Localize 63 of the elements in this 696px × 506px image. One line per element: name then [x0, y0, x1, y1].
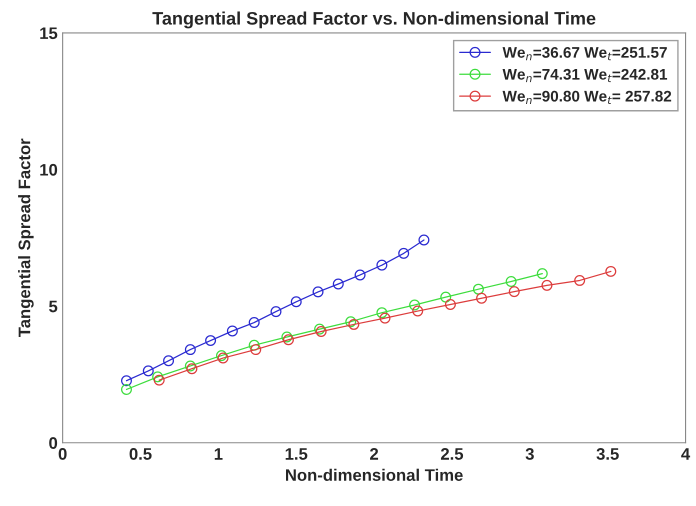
point [154, 374, 165, 386]
point [440, 292, 452, 303]
point [152, 371, 164, 382]
point [184, 344, 196, 356]
point [218, 352, 229, 364]
x-tick-label: 0.5 [130, 448, 152, 460]
point [332, 278, 344, 290]
point [444, 299, 456, 310]
point [316, 326, 327, 338]
point [605, 266, 616, 277]
point [380, 312, 390, 324]
point [376, 260, 388, 271]
point [345, 316, 356, 328]
point [290, 296, 302, 308]
point [163, 355, 174, 366]
y-tick-label: 15 [40, 27, 58, 40]
point [412, 306, 424, 317]
point [184, 360, 196, 372]
point [281, 332, 292, 342]
x-axis-title: Non-dimensional Time [286, 468, 463, 481]
x-tick-label: 0 [58, 448, 67, 460]
point [541, 280, 552, 291]
legend-label: We$_{n}$=90.80 We$_{t}$= 257.82 [502, 90, 672, 104]
x-tick-label: 1.5 [286, 448, 308, 460]
point [216, 350, 227, 362]
point [506, 276, 517, 288]
point [574, 274, 586, 286]
point [508, 286, 520, 298]
y-tick-label: 5 [49, 300, 58, 312]
point [186, 363, 198, 374]
point [418, 234, 430, 246]
point [121, 384, 132, 395]
legend-label: We$_{n}$=74.31 We$_{t}$=242.81 [502, 68, 668, 82]
x-tick-label: 2.5 [440, 448, 464, 460]
point [354, 269, 366, 280]
point [205, 335, 216, 346]
point [282, 334, 294, 346]
y-tick-label: 10 [40, 164, 58, 176]
y-axis-title: Tangential Spread Factor [18, 138, 34, 338]
point [314, 324, 326, 335]
point [142, 365, 154, 376]
legend-label: We$_{n}$=36.67 We$_{t}$=251.57 [502, 47, 667, 60]
point [376, 307, 388, 318]
point [121, 375, 132, 386]
point [472, 284, 484, 295]
point [312, 286, 324, 298]
chart-title: Tangential Spread Factor vs. Non-dimensional Time [152, 11, 596, 28]
point [250, 344, 262, 356]
point [248, 340, 260, 351]
point [536, 268, 548, 280]
point [476, 292, 488, 304]
point [398, 248, 410, 259]
point [409, 300, 420, 311]
x-tick-label: 4 [681, 448, 690, 460]
point [248, 317, 260, 328]
x-tick-label: 2 [370, 448, 378, 460]
x-tick-label: 3.5 [596, 448, 619, 460]
point [226, 326, 238, 336]
point [270, 306, 282, 318]
y-tick-label: 0 [49, 437, 58, 449]
point [348, 318, 360, 330]
x-tick-label: 3 [526, 448, 534, 460]
x-tick-label: 1 [214, 448, 223, 460]
